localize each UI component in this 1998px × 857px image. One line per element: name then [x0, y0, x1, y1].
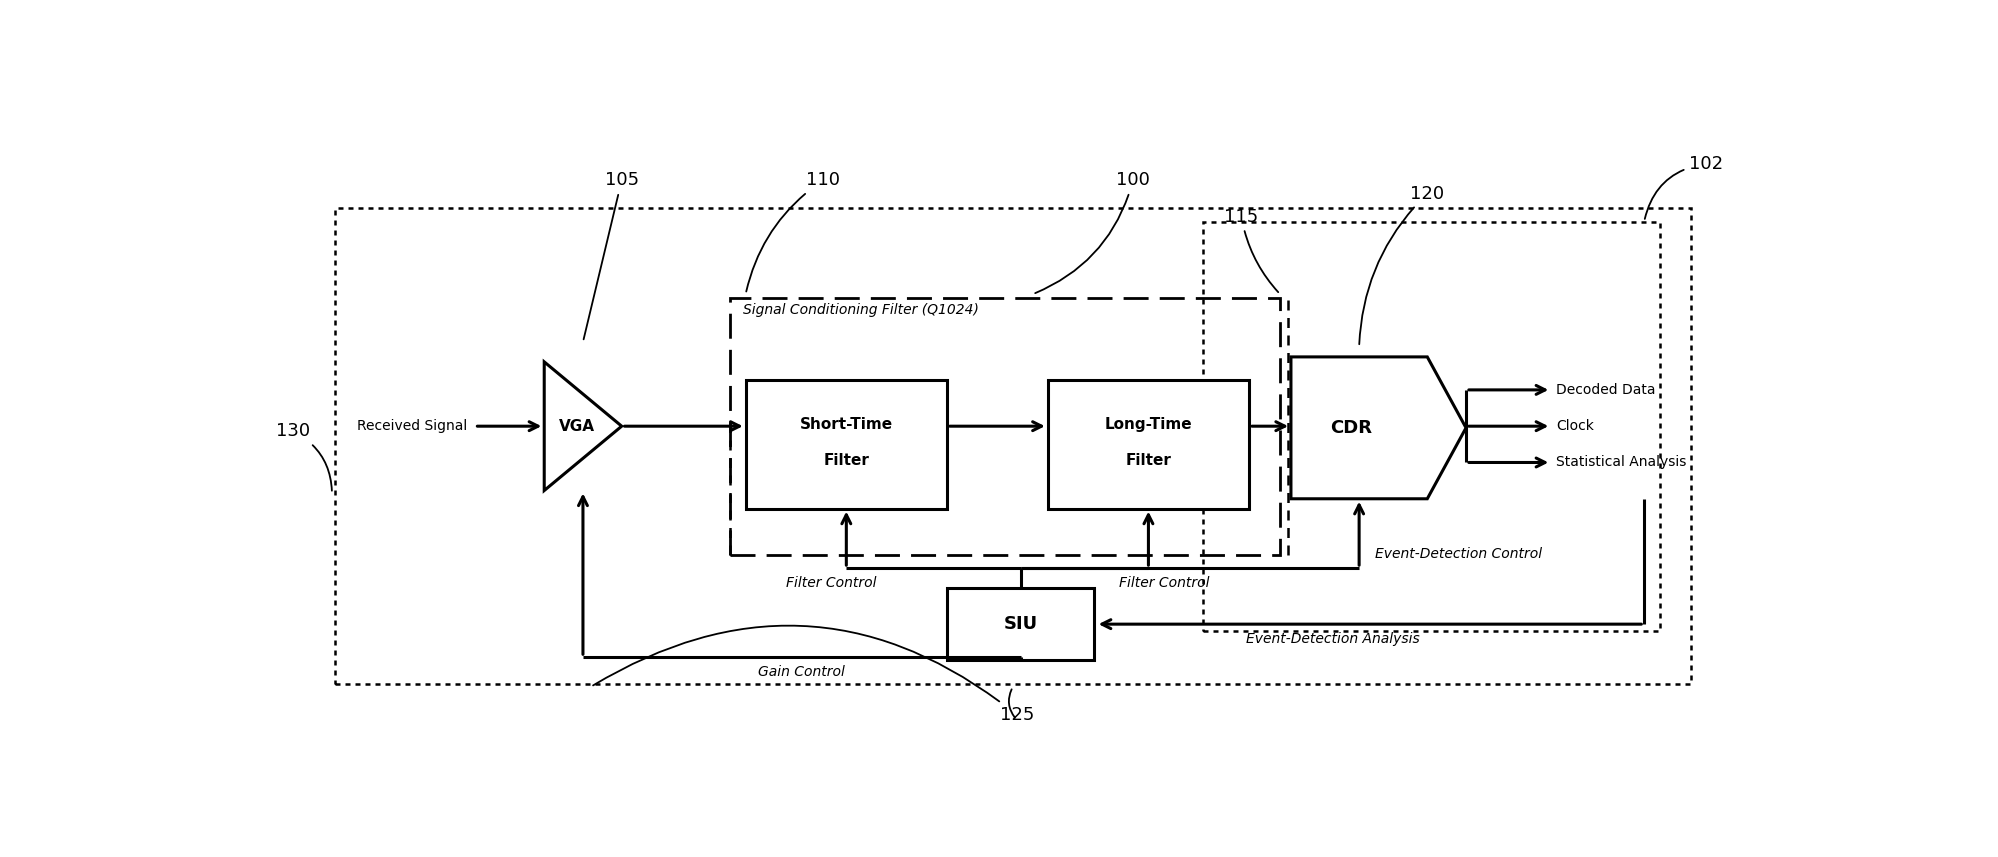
Text: Gain Control: Gain Control — [757, 665, 845, 679]
Text: 120: 120 — [1359, 184, 1445, 345]
Text: Event-Detection Analysis: Event-Detection Analysis — [1245, 632, 1419, 645]
Text: Long-Time: Long-Time — [1105, 417, 1191, 432]
Bar — [745, 380, 947, 509]
Text: Filter: Filter — [1125, 453, 1171, 468]
Text: CDR: CDR — [1331, 419, 1373, 437]
Text: Decoded Data: Decoded Data — [1554, 383, 1654, 397]
Text: Filter Control: Filter Control — [1119, 576, 1209, 590]
Bar — [1047, 380, 1249, 509]
Text: 110: 110 — [745, 171, 839, 291]
Text: Signal Conditioning Filter (Q1024): Signal Conditioning Filter (Q1024) — [741, 303, 977, 317]
Bar — [947, 588, 1093, 661]
Bar — [336, 208, 1690, 684]
Text: 100: 100 — [1035, 171, 1149, 293]
Text: Received Signal: Received Signal — [358, 419, 468, 433]
Text: 125: 125 — [593, 626, 1033, 724]
Text: Short-Time: Short-Time — [799, 417, 893, 432]
Polygon shape — [1291, 357, 1465, 499]
Text: Filter Control: Filter Control — [785, 576, 875, 590]
Bar — [729, 297, 1279, 554]
Text: SIU: SIU — [1003, 615, 1037, 633]
Polygon shape — [543, 362, 621, 490]
Text: 105: 105 — [583, 171, 639, 339]
Text: Event-Detection Control: Event-Detection Control — [1375, 547, 1540, 560]
Text: Statistical Analysis: Statistical Analysis — [1554, 455, 1686, 470]
Text: Filter: Filter — [823, 453, 869, 468]
Text: 130: 130 — [276, 423, 332, 491]
Text: Clock: Clock — [1554, 419, 1592, 433]
Text: 115: 115 — [1223, 207, 1277, 292]
Bar — [1203, 222, 1658, 631]
Text: 102: 102 — [1644, 155, 1722, 219]
Text: VGA: VGA — [559, 419, 595, 434]
